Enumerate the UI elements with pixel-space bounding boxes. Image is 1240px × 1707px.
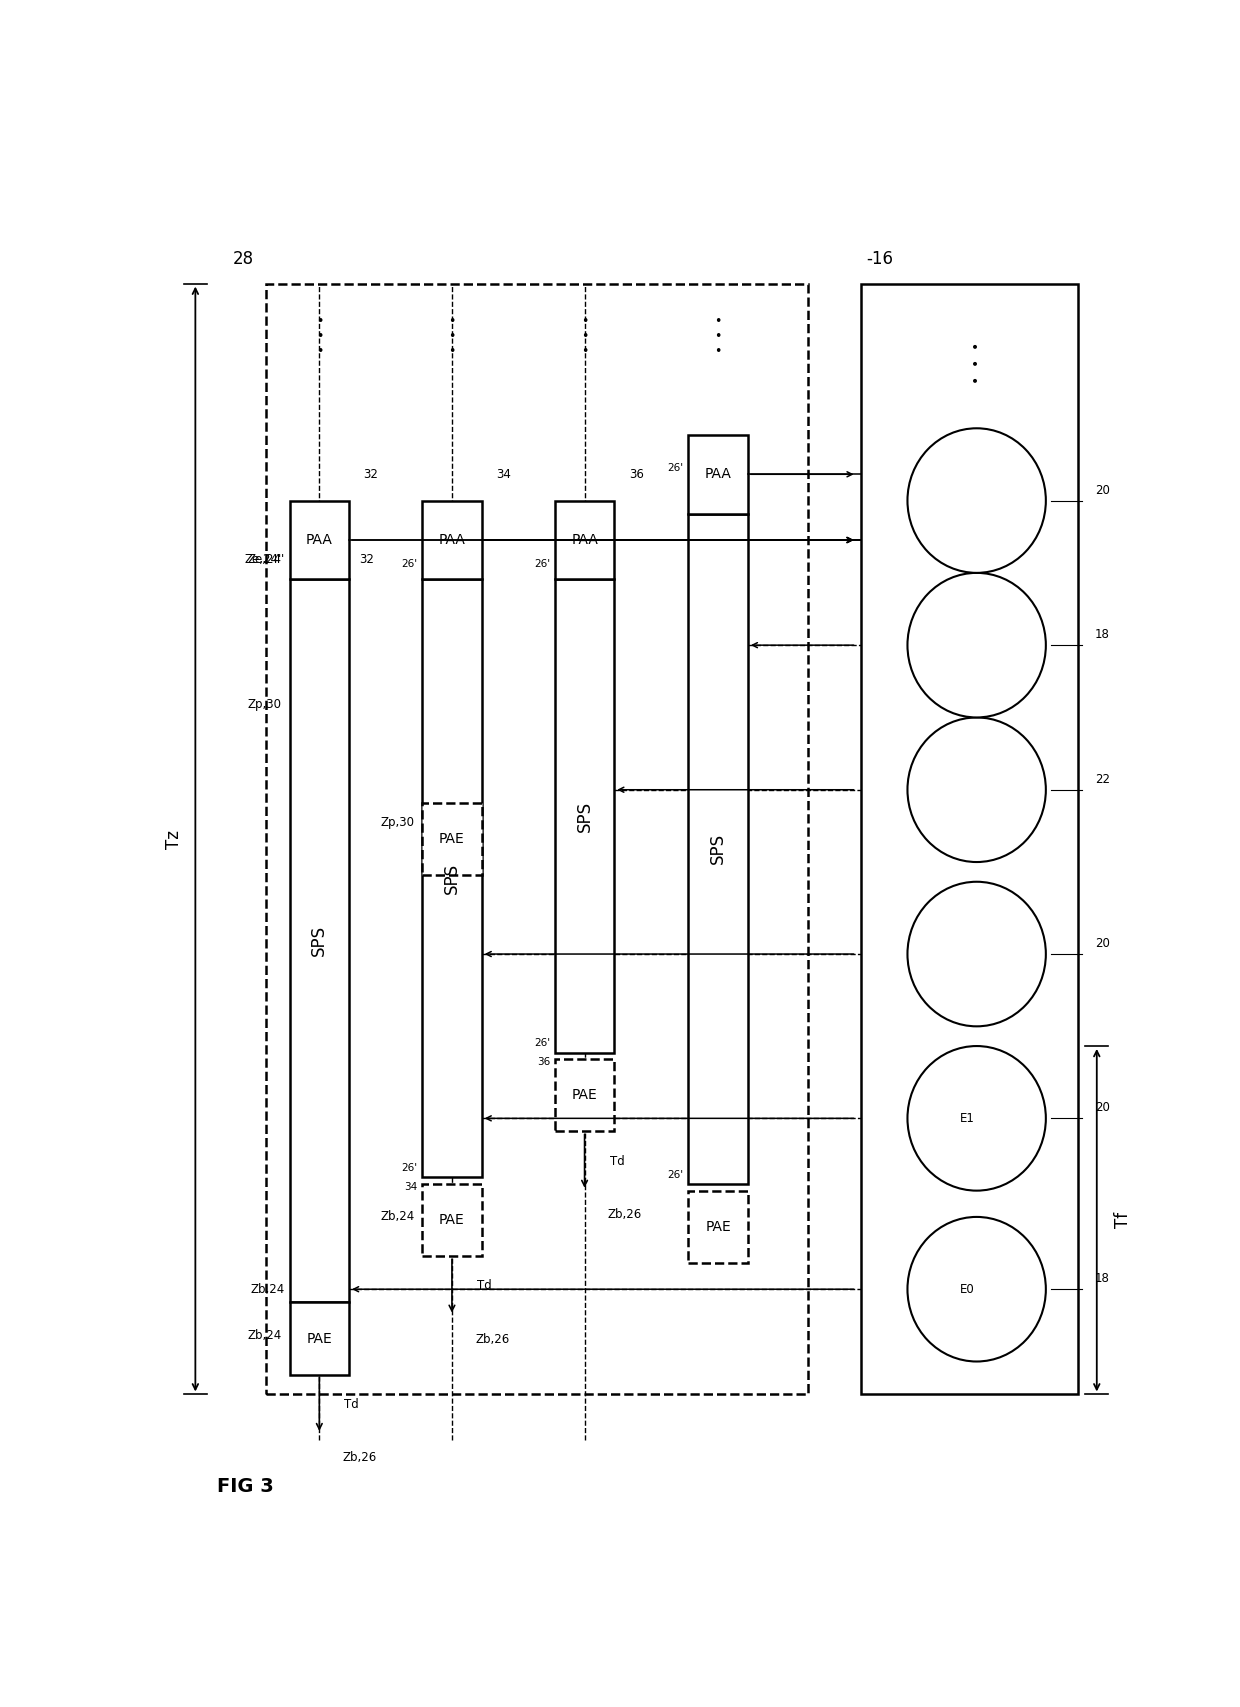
Text: 18: 18 — [1095, 1272, 1110, 1285]
Ellipse shape — [908, 428, 1045, 574]
Text: 20: 20 — [1095, 483, 1110, 497]
Text: PAE: PAE — [439, 1214, 465, 1227]
Text: 18: 18 — [1095, 628, 1110, 642]
Text: E1: E1 — [960, 1111, 975, 1125]
Text: Zb,24: Zb,24 — [250, 1282, 285, 1296]
Bar — [422, 1185, 481, 1256]
Text: 20: 20 — [1095, 1101, 1110, 1115]
Text: 28: 28 — [233, 249, 254, 268]
Text: 36: 36 — [629, 468, 644, 481]
Text: -16: -16 — [866, 249, 893, 268]
Bar — [862, 283, 1078, 1395]
Text: Ze,24': Ze,24' — [248, 553, 285, 567]
Bar — [554, 1058, 614, 1132]
Text: Td: Td — [610, 1154, 624, 1168]
Text: 26': 26' — [534, 558, 551, 568]
Text: 26': 26' — [402, 1162, 418, 1173]
Text: PAE: PAE — [306, 1331, 332, 1345]
Text: 34: 34 — [496, 468, 511, 481]
Ellipse shape — [908, 883, 1045, 1026]
Text: 20: 20 — [1095, 937, 1110, 951]
Ellipse shape — [908, 1217, 1045, 1362]
Text: 36: 36 — [537, 1057, 551, 1067]
Text: Zb,24: Zb,24 — [381, 1210, 414, 1224]
Ellipse shape — [908, 1046, 1045, 1191]
Text: SPS: SPS — [575, 801, 594, 831]
Text: Zb,24: Zb,24 — [248, 1328, 281, 1342]
Bar — [688, 514, 748, 1185]
Text: •
•
•: • • • — [580, 314, 588, 358]
Text: •
•
•: • • • — [714, 314, 722, 358]
Text: 22: 22 — [1095, 773, 1110, 785]
Text: Zp,30: Zp,30 — [381, 816, 414, 830]
Text: 26': 26' — [667, 463, 683, 473]
Text: Td: Td — [345, 1398, 360, 1410]
Text: Ze,24': Ze,24' — [244, 553, 281, 567]
Text: SPS: SPS — [310, 925, 329, 956]
Bar — [290, 1302, 350, 1374]
Text: 26': 26' — [402, 558, 418, 568]
Bar — [422, 500, 481, 579]
Ellipse shape — [908, 574, 1045, 717]
Ellipse shape — [908, 717, 1045, 862]
Bar — [290, 579, 350, 1302]
Bar — [422, 579, 481, 1178]
Text: Zb,26: Zb,26 — [342, 1451, 377, 1465]
Text: •
•
•: • • • — [316, 314, 322, 358]
Text: SPS: SPS — [709, 833, 727, 864]
Text: Tz: Tz — [165, 830, 184, 848]
Text: 26': 26' — [534, 1038, 551, 1048]
Text: FIG 3: FIG 3 — [217, 1477, 274, 1495]
Text: PAA: PAA — [704, 468, 732, 481]
Text: 32: 32 — [358, 553, 373, 567]
Bar — [688, 435, 748, 514]
Bar — [422, 802, 481, 876]
Text: Zb,26: Zb,26 — [608, 1209, 642, 1221]
Text: Td: Td — [477, 1280, 492, 1292]
Bar — [265, 283, 808, 1395]
Text: 26': 26' — [667, 1169, 683, 1180]
Text: •
•
•: • • • — [449, 314, 455, 358]
Text: SPS: SPS — [443, 864, 461, 894]
Text: Zp,30: Zp,30 — [248, 698, 281, 710]
Text: 32: 32 — [363, 468, 378, 481]
Text: PAE: PAE — [572, 1089, 598, 1103]
Text: Zb,26: Zb,26 — [475, 1333, 510, 1345]
Text: PAA: PAA — [306, 533, 332, 546]
Bar — [554, 579, 614, 1053]
Text: •  •  •: • • • — [970, 341, 983, 384]
Text: E0: E0 — [960, 1282, 975, 1296]
Text: 34: 34 — [404, 1181, 418, 1191]
Text: Tf: Tf — [1114, 1212, 1132, 1229]
Text: PAE: PAE — [706, 1221, 732, 1234]
Text: PAE: PAE — [439, 831, 465, 847]
Bar — [554, 500, 614, 579]
Text: PAA: PAA — [439, 533, 465, 546]
Text: PAA: PAA — [572, 533, 598, 546]
Bar — [290, 500, 350, 579]
Bar — [688, 1191, 748, 1263]
